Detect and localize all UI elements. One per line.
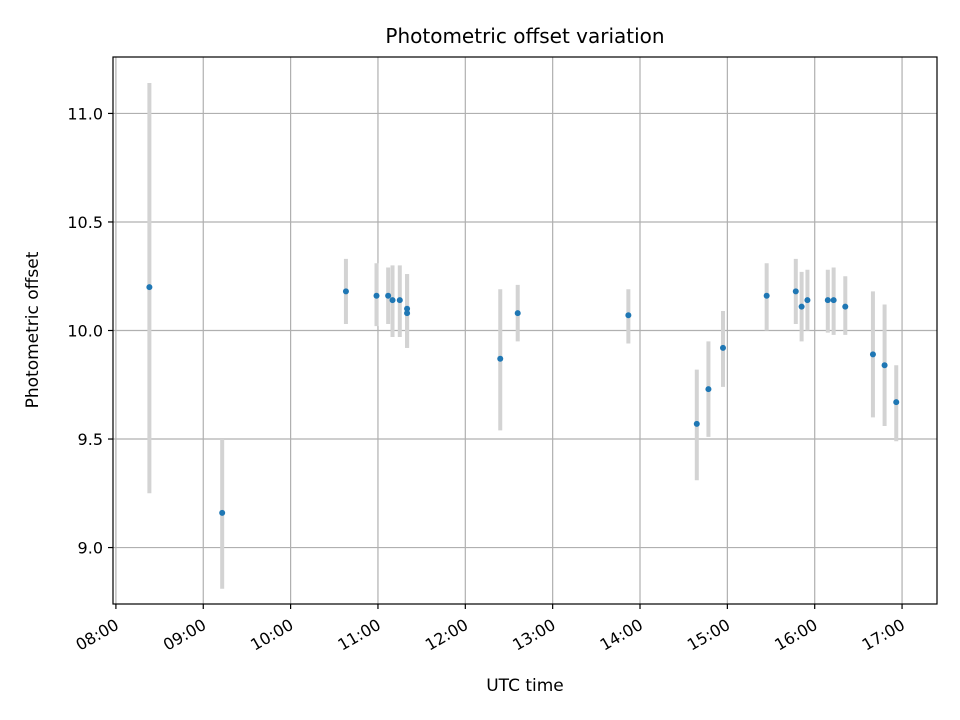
data-point	[869, 351, 876, 358]
data-point	[893, 399, 900, 406]
y-axis-label: Photometric offset	[23, 251, 43, 408]
x-tick-label: 14:00	[597, 615, 646, 655]
data-point	[146, 284, 153, 291]
x-tick-label: 13:00	[509, 615, 558, 655]
y-tick-label: 9.5	[78, 430, 103, 449]
data-point	[693, 420, 700, 427]
data-point	[763, 292, 770, 299]
x-tick-label: 09:00	[160, 615, 209, 655]
data-point	[404, 305, 411, 312]
data-point	[497, 355, 504, 362]
error-bars	[147, 83, 899, 589]
data-point	[842, 303, 849, 310]
data-point	[389, 297, 396, 304]
y-axis-ticks: 9.0 9.5 10.0 10.5 11.0	[67, 104, 113, 558]
data-point	[219, 509, 226, 516]
data-point	[804, 297, 811, 304]
chart-title: Photometric offset variation	[385, 24, 664, 48]
x-tick-label: 10:00	[247, 615, 296, 655]
x-tick-label: 12:00	[422, 615, 471, 655]
x-tick-label: 08:00	[72, 615, 121, 655]
y-tick-label: 11.0	[67, 104, 103, 123]
y-tick-label: 10.5	[67, 213, 103, 232]
data-point	[881, 362, 888, 369]
x-axis-ticks: 08:00 09:00 10:00 11:00 12:00 13:00 14:00 15:00…	[72, 604, 908, 655]
y-tick-label: 9.0	[78, 539, 103, 558]
data-point	[830, 297, 837, 304]
grid	[113, 57, 937, 604]
x-tick-label: 16:00	[771, 615, 820, 655]
data-point	[625, 312, 632, 319]
y-tick-label: 10.0	[67, 322, 103, 341]
data-points	[146, 284, 900, 516]
data-point	[792, 288, 799, 295]
data-point	[342, 288, 349, 295]
x-axis-label: UTC time	[486, 676, 564, 696]
data-point	[373, 292, 380, 299]
data-point	[824, 297, 831, 304]
data-point	[404, 310, 411, 317]
x-tick-label: 15:00	[684, 615, 733, 655]
data-point	[705, 386, 712, 393]
data-point	[719, 344, 726, 351]
data-point	[385, 292, 392, 299]
data-point	[514, 310, 521, 317]
x-tick-label: 11:00	[335, 615, 384, 655]
x-tick-label: 17:00	[859, 615, 908, 655]
data-point	[798, 303, 805, 310]
data-point	[396, 297, 403, 304]
